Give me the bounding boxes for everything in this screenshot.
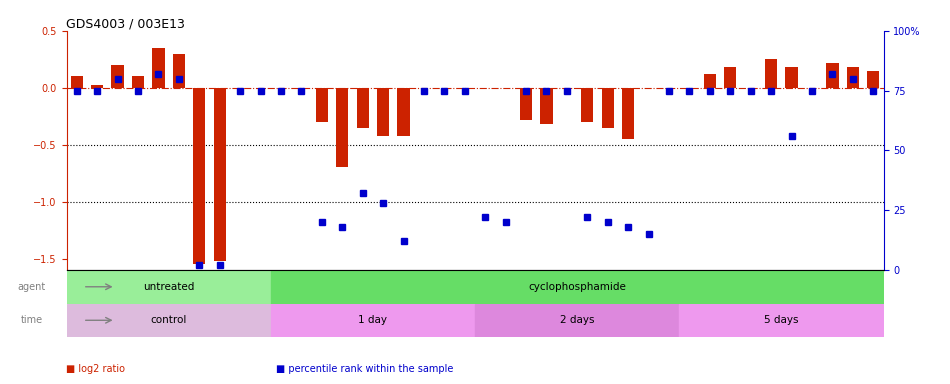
Y-axis label: agent: agent	[18, 282, 46, 292]
Bar	[336, 88, 349, 167]
Bar	[271, 303, 475, 337]
Text: ■ percentile rank within the sample: ■ percentile rank within the sample	[276, 364, 453, 374]
Text: 2 days: 2 days	[560, 315, 595, 325]
Text: 5 days: 5 days	[764, 315, 799, 325]
Bar	[581, 88, 594, 122]
Bar	[315, 88, 328, 122]
Text: untreated: untreated	[142, 282, 195, 292]
Text: control: control	[150, 315, 187, 325]
Text: ■ log2 ratio: ■ log2 ratio	[66, 364, 125, 374]
Bar	[475, 303, 679, 337]
Bar	[846, 67, 859, 88]
Bar	[826, 63, 839, 88]
Bar	[520, 88, 532, 119]
Bar	[356, 88, 369, 127]
Bar	[152, 48, 164, 88]
Bar	[786, 67, 798, 88]
Bar	[66, 303, 271, 337]
Bar	[679, 303, 884, 337]
Bar	[724, 67, 736, 88]
Bar	[173, 53, 185, 88]
Bar	[91, 85, 104, 88]
Bar	[377, 88, 390, 136]
Text: cyclophosphamide: cyclophosphamide	[528, 282, 626, 292]
Bar	[193, 88, 205, 264]
Bar	[70, 76, 83, 88]
Bar	[867, 71, 880, 88]
Y-axis label: time: time	[21, 315, 43, 325]
Bar	[132, 76, 144, 88]
Bar	[541, 88, 553, 124]
Text: GDS4003 / 003E13: GDS4003 / 003E13	[66, 18, 185, 31]
Bar	[622, 88, 635, 139]
Bar	[397, 88, 409, 136]
Bar	[704, 74, 716, 88]
Bar	[66, 270, 271, 303]
Bar	[111, 65, 124, 88]
Bar	[601, 88, 614, 127]
Text: 1 day: 1 day	[358, 315, 388, 325]
Bar	[271, 270, 884, 303]
Bar	[765, 59, 777, 88]
Bar	[214, 88, 226, 261]
